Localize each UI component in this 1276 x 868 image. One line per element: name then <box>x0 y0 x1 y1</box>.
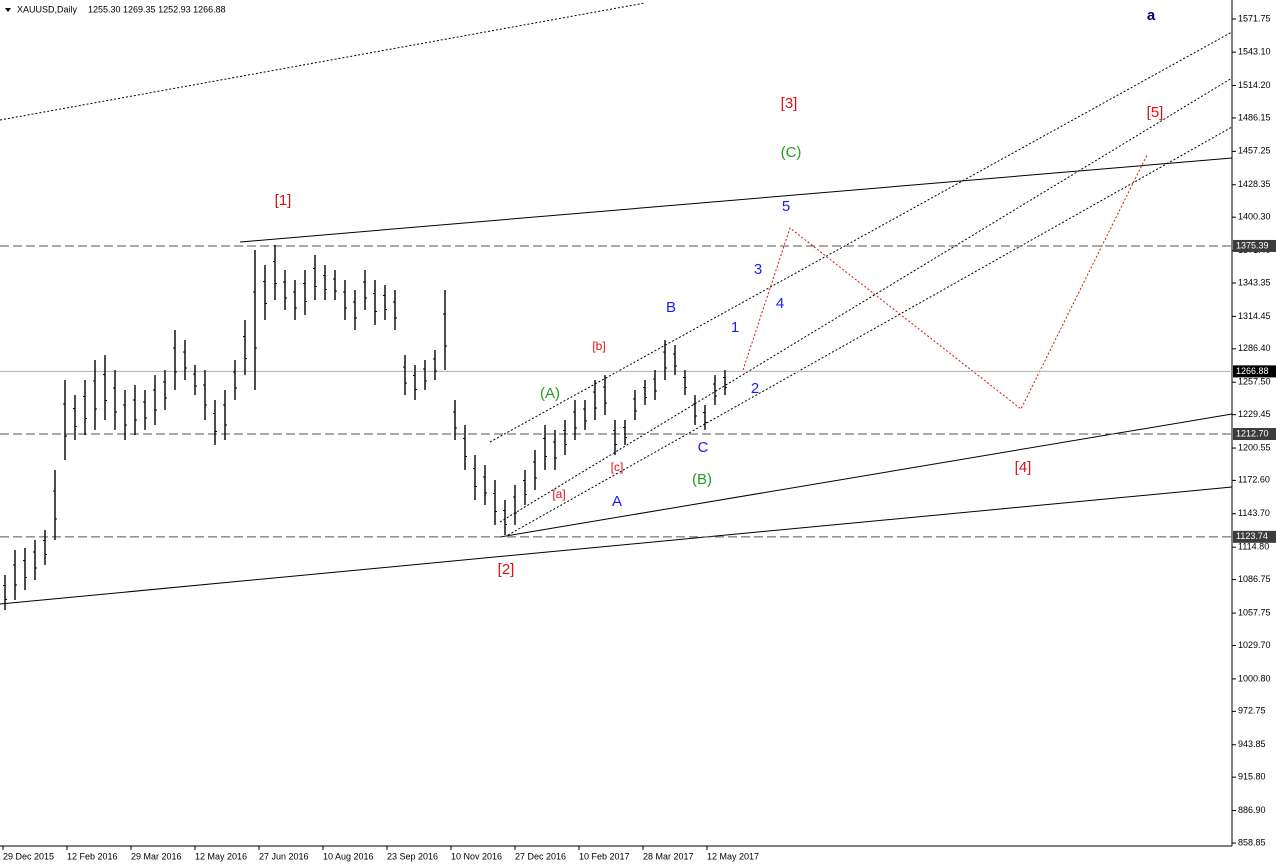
wave-label: (C) <box>781 144 802 161</box>
y-tick-label: 1543.10 <box>1238 47 1271 57</box>
wave-label: [c] <box>611 460 624 474</box>
y-tick-label: 1229.45 <box>1238 409 1271 419</box>
wave-label: [b] <box>592 339 605 353</box>
dotted-line <box>0 2 646 121</box>
y-tick-label: 1457.25 <box>1238 146 1271 156</box>
trend-lines <box>0 2 1233 605</box>
y-tick-label: 858.85 <box>1238 837 1266 847</box>
trend-line <box>0 486 1233 605</box>
wave-label: [5] <box>1147 104 1164 121</box>
wave-label: (A) <box>540 385 560 402</box>
ohlc-label: 1255.30 1269.35 1252.93 1266.88 <box>88 4 226 14</box>
y-tick-label: 1200.55 <box>1238 442 1271 452</box>
y-tick-label: 1571.75 <box>1238 13 1271 23</box>
y-tick-label: 1114.80 <box>1238 542 1269 552</box>
wave-label: 4 <box>776 295 784 312</box>
level-tag <box>1233 428 1276 441</box>
y-tick-label: 915.80 <box>1238 772 1266 782</box>
wave-label: 5 <box>782 198 790 215</box>
x-tick-label: 29 Dec 2015 <box>3 851 54 861</box>
x-tick-label: 12 May 2016 <box>195 851 247 861</box>
wave-label: [a] <box>552 487 565 501</box>
level-tag-label: 1266.88 <box>1236 366 1269 376</box>
y-tick-label: 1428.35 <box>1238 179 1271 189</box>
x-tick-label: 10 Nov 2016 <box>451 851 502 861</box>
wave-label: (B) <box>692 471 712 488</box>
trend-line <box>239 157 1233 243</box>
y-tick-label: 1286.40 <box>1238 343 1271 353</box>
y-tick-label: 1314.45 <box>1238 311 1271 321</box>
y-tick-label: 943.85 <box>1238 739 1266 749</box>
y-tick-label: 1057.75 <box>1238 607 1271 617</box>
level-tag-label: 1375.39 <box>1236 240 1269 250</box>
y-tick-label: 972.75 <box>1238 706 1266 716</box>
y-tick-label: 1400.30 <box>1238 212 1271 222</box>
y-tick-label: 1000.80 <box>1238 673 1271 683</box>
wave-label: C <box>698 439 709 456</box>
wave-label: [3] <box>781 95 798 112</box>
x-tick-label: 29 Mar 2016 <box>131 851 182 861</box>
x-tick-label: 27 Dec 2016 <box>515 851 566 861</box>
dotted-line <box>507 126 1233 536</box>
wave-label: B <box>666 299 676 316</box>
y-tick-label: 1343.35 <box>1238 277 1271 287</box>
y-tick-label: 1029.70 <box>1238 640 1271 650</box>
y-tick-label: 1086.75 <box>1238 574 1271 584</box>
wave-label: [2] <box>498 561 515 578</box>
projection-path <box>742 154 1148 410</box>
level-tag <box>1233 365 1276 378</box>
x-tick-label: 10 Feb 2017 <box>579 851 630 861</box>
level-tag-label: 1123.74 <box>1236 531 1268 541</box>
dotted-line <box>499 77 1233 523</box>
y-tick-label: 1514.20 <box>1238 80 1271 90</box>
x-tick-label: 12 May 2017 <box>707 851 759 861</box>
wave-label: 3 <box>754 261 762 278</box>
x-tick-label: 27 Jun 2016 <box>259 851 309 861</box>
wave-label: 2 <box>751 380 759 397</box>
level-tag <box>1233 239 1276 252</box>
wave-label: a <box>1147 7 1156 24</box>
wave-label: [1] <box>275 192 292 209</box>
y-tick-label: 1143.70 <box>1238 508 1270 518</box>
trend-line <box>499 413 1233 538</box>
level-tag-label: 1212.70 <box>1236 428 1269 438</box>
y-tick-label: 886.90 <box>1238 805 1266 815</box>
x-tick-label: 23 Sep 2016 <box>387 851 438 861</box>
menu-arrow <box>5 8 11 12</box>
wave-label: 1 <box>731 319 739 336</box>
x-tick-label: 28 Mar 2017 <box>643 851 694 861</box>
y-tick-label: 1486.15 <box>1238 112 1271 122</box>
x-tick-label: 12 Feb 2016 <box>67 851 118 861</box>
y-tick-label: 1172.60 <box>1238 475 1270 485</box>
level-tag <box>1233 530 1276 543</box>
x-tick-label: 10 Aug 2016 <box>323 851 374 861</box>
wave-label: [4] <box>1015 459 1032 476</box>
symbol-label: XAUUSD,Daily <box>17 4 78 14</box>
dotted-line <box>489 31 1233 443</box>
y-tick-label: 1257.50 <box>1238 377 1271 387</box>
wave-label: A <box>612 493 622 510</box>
